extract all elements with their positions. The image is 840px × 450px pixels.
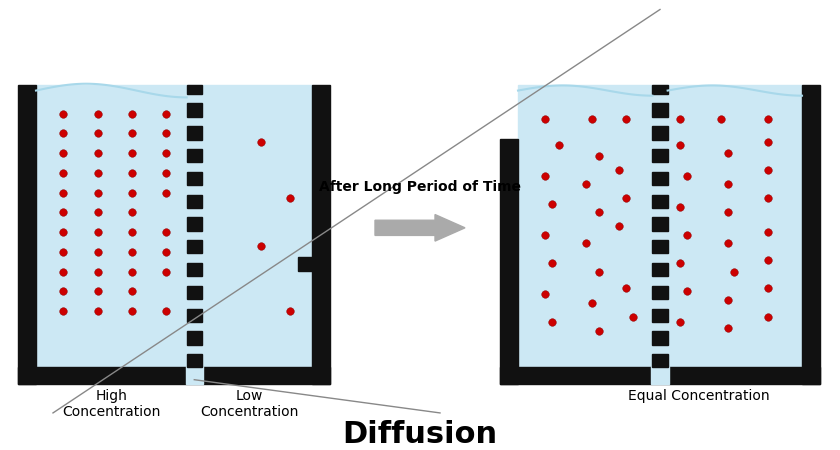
- Text: Diffusion: Diffusion: [343, 419, 497, 449]
- Bar: [186, 104, 202, 117]
- Bar: [653, 240, 668, 253]
- Bar: [18, 367, 330, 384]
- Bar: [186, 217, 202, 231]
- FancyArrow shape: [375, 215, 465, 241]
- Bar: [518, 86, 802, 367]
- Bar: [186, 263, 202, 276]
- Bar: [653, 354, 668, 367]
- Bar: [653, 286, 668, 299]
- Bar: [653, 86, 668, 94]
- Bar: [653, 149, 668, 162]
- Bar: [802, 86, 820, 384]
- Bar: [18, 86, 36, 384]
- Bar: [653, 104, 668, 117]
- Text: After Long Period of Time: After Long Period of Time: [319, 180, 521, 194]
- Bar: [500, 367, 820, 384]
- Bar: [186, 86, 202, 94]
- Bar: [653, 126, 668, 140]
- Bar: [653, 309, 668, 322]
- Bar: [186, 149, 202, 162]
- Text: High
Concentration: High Concentration: [62, 389, 160, 419]
- Bar: [186, 172, 202, 185]
- Text: Low
Concentration: Low Concentration: [200, 389, 298, 419]
- Bar: [186, 194, 202, 208]
- Bar: [651, 366, 669, 384]
- Bar: [500, 139, 518, 384]
- Bar: [653, 331, 668, 345]
- Bar: [653, 217, 668, 231]
- Bar: [36, 86, 312, 367]
- Bar: [186, 331, 202, 345]
- Bar: [653, 194, 668, 208]
- Bar: [186, 309, 202, 322]
- Bar: [186, 366, 203, 384]
- Bar: [186, 126, 202, 140]
- Bar: [186, 354, 202, 367]
- Bar: [312, 86, 330, 384]
- Bar: [186, 240, 202, 253]
- Bar: [186, 286, 202, 299]
- Bar: [297, 257, 312, 271]
- Bar: [653, 172, 668, 185]
- Text: Equal Concentration: Equal Concentration: [627, 389, 769, 403]
- Bar: [653, 263, 668, 276]
